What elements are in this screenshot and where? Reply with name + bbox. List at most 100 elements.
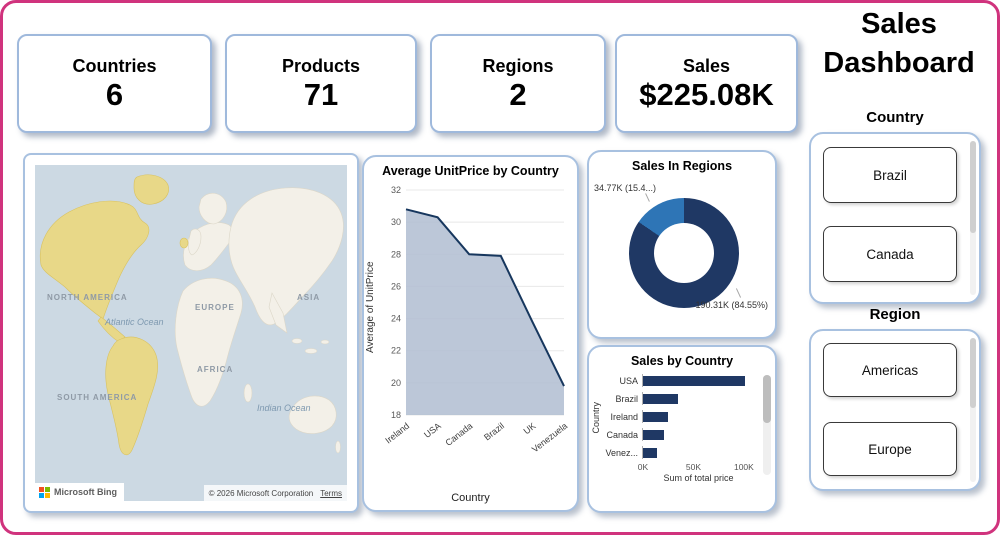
- map-label-north-america: NORTH AMERICA: [47, 293, 128, 302]
- svg-text:Brazil: Brazil: [482, 421, 506, 443]
- bar[interactable]: [643, 393, 679, 404]
- svg-text:USA: USA: [422, 421, 443, 440]
- bar-axis-tick: 0K: [637, 462, 649, 472]
- bar-category-label: Venez...: [605, 447, 638, 458]
- slicer-option-canada[interactable]: Canada: [823, 226, 957, 282]
- area-chart-card: Average UnitPrice by Country Average of …: [362, 155, 579, 512]
- bar-row[interactable]: USA: [602, 374, 754, 387]
- svg-text:28: 28: [391, 249, 401, 259]
- bar-chart-x-axis-title: Sum of total price: [663, 473, 734, 483]
- map-visual: NORTH AMERICA EUROPE ASIA AFRICA SOUTH A…: [23, 153, 359, 513]
- donut-chart-title: Sales In Regions: [631, 159, 733, 173]
- svg-text:22: 22: [391, 346, 401, 356]
- bar-track: [642, 392, 754, 405]
- map-label-south-america: SOUTH AMERICA: [57, 393, 138, 402]
- donut-leader-line: [645, 193, 650, 202]
- terms-link[interactable]: Terms: [320, 488, 342, 498]
- copyright-text: © 2026 Microsoft Corporation: [208, 488, 314, 498]
- microsoft-squares-icon: [39, 486, 50, 498]
- map-label-africa: AFRICA: [197, 365, 234, 374]
- bar-row[interactable]: Venez...: [602, 446, 754, 459]
- bar-row[interactable]: Ireland: [602, 410, 754, 423]
- area-chart-title: Average UnitPrice by Country: [382, 164, 559, 178]
- kpi-value: $225.08K: [639, 76, 774, 112]
- bar[interactable]: [643, 447, 658, 458]
- map-label-indian-ocean: Indian Ocean: [257, 403, 311, 413]
- world-map[interactable]: NORTH AMERICA EUROPE ASIA AFRICA SOUTH A…: [35, 165, 347, 501]
- country-slicer: Brazil Canada: [809, 132, 981, 304]
- kpi-card-products: Products 71: [225, 34, 417, 133]
- svg-text:Canada: Canada: [443, 421, 474, 448]
- bar[interactable]: [643, 375, 745, 386]
- slicer-option-europe[interactable]: Europe: [823, 422, 957, 476]
- bar-chart-y-axis-title: Country: [591, 402, 601, 434]
- bar-track: [642, 428, 754, 441]
- svg-text:18: 18: [391, 410, 401, 420]
- bar-chart-scrollbar-thumb[interactable]: [763, 375, 771, 423]
- page-title-line1: Sales: [861, 8, 937, 40]
- area-chart-plot[interactable]: 18 20 22 24 26 28 30 32 Ireland USA Canada Brazil UK…: [376, 184, 576, 486]
- kpi-card-regions: Regions 2: [430, 34, 606, 133]
- kpi-card-sales: Sales $225.08K: [615, 34, 798, 133]
- bar-axis-tick: 50K: [685, 462, 702, 472]
- map-footer: Microsoft Bing © 2026 Microsoft Corporat…: [35, 483, 347, 501]
- kpi-label: Regions: [482, 55, 554, 76]
- bar-row[interactable]: Brazil: [602, 392, 754, 405]
- map-shapes: [39, 174, 344, 456]
- region-slicer-scrollbar[interactable]: [970, 338, 976, 482]
- kpi-value: 6: [105, 76, 124, 112]
- country-slicer-scrollbar-thumb[interactable]: [970, 141, 976, 233]
- bar-row[interactable]: Canada: [602, 428, 754, 441]
- map-label-asia: ASIA: [297, 293, 321, 302]
- page-title-line2: Dashboard: [823, 47, 975, 80]
- bar[interactable]: [643, 411, 669, 422]
- bar-track: [642, 410, 754, 423]
- svg-text:20: 20: [391, 378, 401, 388]
- area-chart-y-axis-title: Average of UnitPrice: [365, 261, 376, 353]
- kpi-card-countries: Countries 6: [17, 34, 212, 133]
- bar-chart-plot: USA Brazil Ireland Canada Venez... 0K 50K 100K…: [602, 374, 754, 507]
- region-slicer-scrollbar-thumb[interactable]: [970, 338, 976, 408]
- bar-category-label: Canada: [606, 429, 638, 440]
- map-label-europe: EUROPE: [195, 303, 235, 312]
- bar-axis-ticks: 0K 50K 100K: [638, 462, 754, 473]
- bar-chart-card: Sales by Country Country USA Brazil Irelan…: [587, 345, 777, 513]
- donut-chart-card: Sales In Regions 34.77K (15.4...) 190.31…: [587, 150, 777, 339]
- map-attribution: © 2026 Microsoft Corporation Terms: [203, 485, 347, 501]
- country-slicer-header: Country: [866, 109, 924, 126]
- donut-hole: [654, 223, 714, 283]
- svg-text:UK: UK: [522, 421, 538, 437]
- bar-category-label: Ireland: [610, 411, 638, 422]
- area-chart-x-axis-title: Country: [451, 492, 490, 504]
- svg-text:Ireland: Ireland: [383, 421, 411, 446]
- region-slicer-header: Region: [869, 306, 921, 323]
- svg-text:32: 32: [391, 185, 401, 195]
- donut-label-big-slice: 190.31K (84.55%): [695, 300, 768, 310]
- bar-category-label: USA: [619, 375, 638, 386]
- donut-leader-line: [735, 288, 742, 298]
- slicer-option-brazil[interactable]: Brazil: [823, 147, 957, 203]
- region-slicer: Americas Europe: [809, 329, 981, 491]
- svg-text:24: 24: [391, 314, 401, 324]
- svg-text:30: 30: [391, 217, 401, 227]
- donut-label-small-slice: 34.77K (15.4...): [594, 183, 657, 193]
- svg-text:Venezuela: Venezuela: [530, 421, 569, 455]
- kpi-value: 2: [509, 76, 527, 112]
- country-slicer-scrollbar[interactable]: [970, 141, 976, 295]
- kpi-value: 71: [303, 76, 339, 112]
- page-title: Sales Dashboard: [801, 5, 997, 83]
- bar-rows: USA Brazil Ireland Canada Venez...: [602, 374, 754, 459]
- bing-logo-text: Microsoft Bing: [54, 487, 117, 497]
- bar-axis-tick: 100K: [733, 462, 754, 472]
- kpi-label: Countries: [72, 55, 157, 76]
- bar-chart-scrollbar[interactable]: [763, 375, 771, 475]
- bar[interactable]: [643, 429, 665, 440]
- svg-text:26: 26: [391, 281, 401, 291]
- slicer-option-americas[interactable]: Americas: [823, 343, 957, 397]
- kpi-label: Sales: [682, 55, 731, 76]
- bar-chart-title: Sales by Country: [630, 354, 734, 368]
- donut-ring[interactable]: [629, 198, 739, 308]
- bar-track: [642, 374, 754, 387]
- bar-category-label: Brazil: [615, 393, 638, 404]
